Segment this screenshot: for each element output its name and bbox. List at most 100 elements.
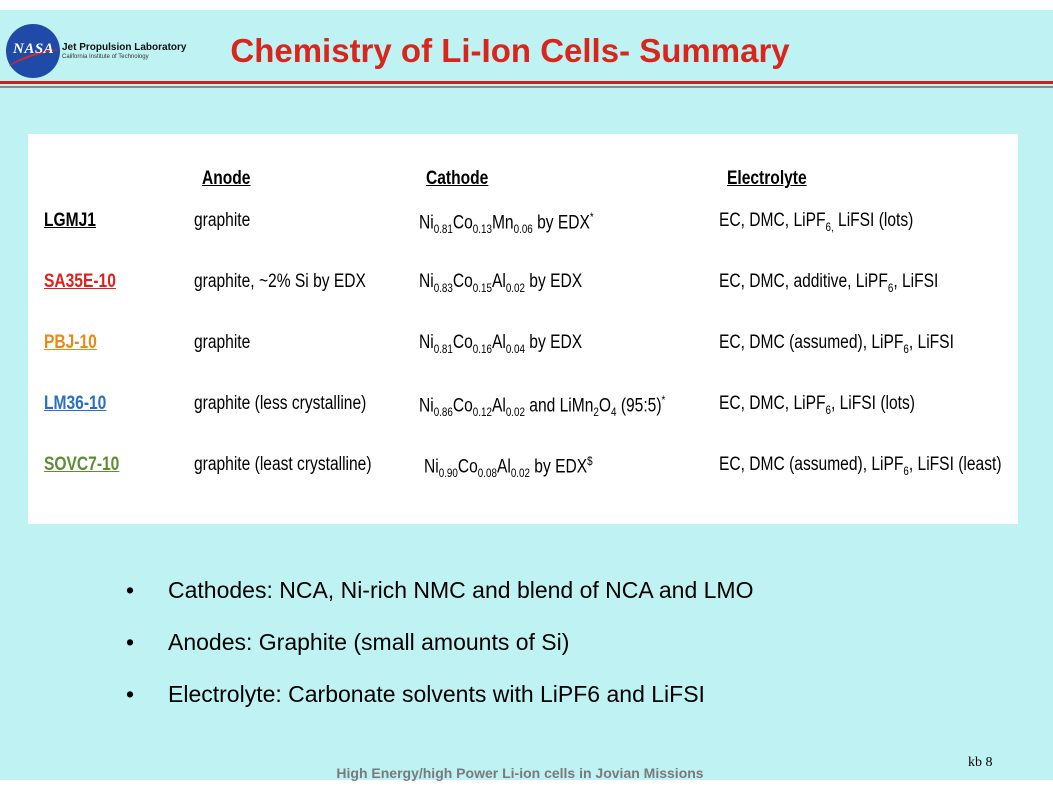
bullet-text: Cathodes: NCA, Ni-rich NMC and blend of …: [168, 577, 754, 603]
formula-part: 0.13: [472, 222, 492, 237]
formula-part: 2: [593, 405, 599, 420]
formula-part: Al: [491, 332, 506, 353]
electrolyte-sub: 6,: [825, 219, 834, 234]
nasa-meatball-icon: [6, 24, 60, 78]
nasa-logo-text: NASA: [13, 41, 55, 57]
bullet-text: Electrolyte: Carbonate solvents with LiP…: [168, 681, 705, 707]
formula-part: *: [661, 393, 666, 407]
cell-anode: graphite (least crystalline): [194, 454, 372, 475]
cell-anode: graphite, ~2% Si by EDX: [194, 271, 366, 292]
header-electrolyte: Electrolyte: [727, 168, 807, 189]
summary-bullets: • Cathodes: NCA, Ni-rich NMC and blend of…: [126, 576, 753, 732]
header-anode: Anode: [202, 168, 251, 189]
electrolyte-sub: 6: [903, 341, 909, 356]
page-title: Chemistry of Li-Ion Cells- Summary: [230, 32, 790, 69]
formula-part: Co: [457, 456, 478, 478]
cell-anode: graphite: [194, 332, 251, 353]
electrolyte-text: , LiFSI (lots): [830, 393, 915, 414]
header-cathode: Cathode: [426, 168, 489, 189]
formula-part: 0.81: [433, 341, 453, 356]
formula-part: Al: [496, 456, 511, 478]
formula-part: by EDX: [532, 212, 590, 234]
lab-name: Jet Propulsion Laboratory: [62, 42, 187, 53]
formula-part: Ni: [419, 212, 434, 234]
formula-part: 0.81: [433, 222, 453, 237]
cell-name: PBJ-10: [44, 332, 97, 353]
cell-cathode: Ni0.81Co0.13Mn0.06 by EDX*: [419, 210, 594, 236]
formula-part: 0.02: [505, 280, 525, 295]
electrolyte-text: EC, DMC, additive, LiPF: [719, 271, 888, 292]
cell-anode: graphite (less crystalline): [194, 393, 367, 414]
electrolyte-sub: 6: [903, 463, 909, 478]
formula-part: Al: [491, 271, 506, 292]
formula-part: Ni: [419, 332, 434, 353]
formula-part: 4: [611, 405, 617, 420]
formula-part: *: [589, 210, 594, 224]
electrolyte-sub: 6: [825, 402, 831, 417]
electrolyte-text: EC, DMC, LiPF: [719, 393, 826, 414]
cell-name: LGMJ1: [44, 210, 96, 231]
title-divider: [0, 81, 1053, 84]
formula-part: Ni: [419, 271, 434, 292]
cell-cathode: Ni0.81Co0.16Al0.04 by EDX: [419, 332, 582, 356]
formula-part: 0.86: [433, 405, 453, 420]
formula-part: Co: [452, 271, 473, 292]
cell-electrolyte: EC, DMC, LiPF6, LiFSI (lots): [719, 393, 915, 417]
cell-cathode: Ni0.90Co0.08Al0.02 by EDX$: [424, 454, 593, 480]
formula-part: 0.15: [472, 280, 492, 295]
formula-part: 0.06: [513, 222, 533, 237]
cell-electrolyte: EC, DMC, additive, LiPF6, LiFSI: [719, 271, 938, 295]
cell-electrolyte: EC, DMC, LiPF6, LiFSI (lots): [719, 210, 913, 234]
bullet-item: • Electrolyte: Carbonate solvents with Li…: [126, 680, 753, 732]
formula-part: 0.04: [505, 341, 525, 356]
bullet-dot-icon: •: [126, 681, 135, 707]
cell-name: SOVC7-10: [44, 454, 120, 475]
formula-part: Al: [491, 395, 506, 417]
jpl-logo: NASA Jet Propulsion Laboratory Californi…: [6, 24, 186, 80]
electrolyte-text: EC, DMC (assumed), LiPF: [719, 332, 904, 353]
formula-part: Co: [452, 212, 473, 234]
cell-name: SA35E-10: [44, 271, 116, 292]
formula-part: 0.83: [433, 280, 453, 295]
formula-part: Ni: [424, 456, 439, 478]
bullet-item: • Anodes: Graphite (small amounts of Si): [126, 628, 753, 680]
formula-part: O: [598, 395, 612, 417]
formula-part: (95:5): [616, 395, 662, 417]
cell-electrolyte: EC, DMC (assumed), LiPF6, LiFSI (least): [719, 454, 1002, 478]
formula-part: Mn: [491, 212, 514, 234]
electrolyte-text: , LiFSI: [893, 271, 939, 292]
formula-part: 0.90: [438, 466, 458, 481]
cell-electrolyte: EC, DMC (assumed), LiPF6, LiFSI: [719, 332, 954, 356]
electrolyte-text: EC, DMC, LiPF: [719, 210, 826, 231]
chemistry-table: Anode Cathode Electrolyte LGMJ1 graphite N…: [28, 134, 1018, 524]
electrolyte-text: , LiFSI: [908, 332, 954, 353]
bullet-text: Anodes: Graphite (small amounts of Si): [168, 629, 570, 655]
formula-part: 0.08: [477, 466, 497, 481]
formula-part: by EDX: [529, 456, 588, 478]
cell-cathode: Ni0.86Co0.12Al0.02 and LiMn2O4 (95:5)*: [419, 393, 665, 419]
slide: NASA Jet Propulsion Laboratory Californi…: [0, 10, 1053, 781]
formula-part: 0.02: [510, 466, 530, 481]
formula-part: 0.12: [472, 405, 492, 420]
title-divider-shadow: [0, 86, 1053, 88]
electrolyte-text: EC, DMC (assumed), LiPF: [719, 454, 904, 475]
formula-part: Co: [452, 332, 473, 353]
electrolyte-sub: 6: [887, 280, 894, 295]
formula-part: and LiMn: [524, 395, 594, 417]
electrolyte-text: , LiFSI (least): [908, 454, 1002, 475]
cell-name: LM36-10: [44, 393, 107, 414]
lab-subtitle: California Institute of Technology: [62, 54, 149, 60]
formula-part: 0.16: [472, 341, 492, 356]
formula-part: Ni: [419, 395, 434, 417]
formula-part: 0.02: [505, 405, 525, 420]
footer-text: High Energy/high Power Li-ion cells in J…: [336, 765, 704, 781]
cell-cathode: Ni0.83Co0.15Al0.02 by EDX: [419, 271, 582, 295]
bullet-item: • Cathodes: NCA, Ni-rich NMC and blend of…: [126, 576, 753, 628]
formula-part: Co: [452, 395, 473, 417]
formula-part: by EDX: [524, 332, 583, 353]
bullet-dot-icon: •: [126, 577, 135, 603]
formula-part: $: [587, 454, 593, 468]
formula-part: by EDX: [524, 271, 583, 292]
page-number: kb 8: [968, 755, 993, 770]
cell-anode: graphite: [194, 210, 251, 231]
